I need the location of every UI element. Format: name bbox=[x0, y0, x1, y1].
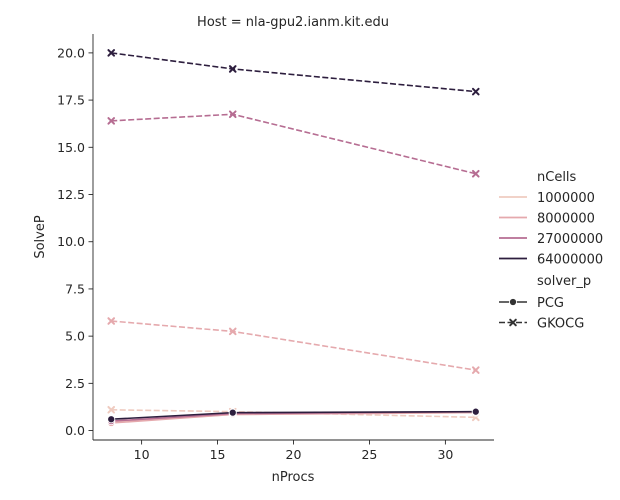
data-point bbox=[107, 117, 116, 125]
x-tick-label: 10 bbox=[134, 447, 150, 462]
series-layer bbox=[107, 49, 480, 428]
legend-style-marker bbox=[508, 297, 518, 307]
series-line bbox=[111, 113, 476, 175]
data-point bbox=[107, 405, 116, 414]
x-tick-label: 30 bbox=[437, 447, 453, 462]
legend-label: GKOCG bbox=[537, 317, 584, 332]
legend-label: 27000000 bbox=[537, 232, 603, 247]
series-pcg-64000000 bbox=[107, 407, 480, 424]
series-gkocg-64000000 bbox=[107, 49, 480, 96]
y-tick-label: 15.0 bbox=[57, 140, 85, 155]
legend-style-marker bbox=[509, 318, 517, 327]
legend-style-title: solver_p bbox=[537, 274, 591, 289]
legend-label: PCG bbox=[537, 296, 564, 311]
data-point bbox=[471, 87, 480, 96]
data-point bbox=[228, 408, 237, 417]
chart-title: Host = nla-gpu2.ianm.kit.edu bbox=[197, 15, 389, 30]
legend-style-entries: PCG GKOCG bbox=[499, 296, 584, 332]
y-axis-label: SolveP bbox=[33, 215, 48, 259]
series-line bbox=[111, 320, 476, 371]
legend: nCells 1000000 8000000 27000000 64000000 so… bbox=[499, 170, 603, 332]
legend-hue-entries: 1000000 8000000 27000000 64000000 bbox=[499, 191, 603, 268]
legend-label: 1000000 bbox=[537, 191, 595, 206]
legend-label: 64000000 bbox=[537, 253, 603, 268]
data-point bbox=[228, 65, 237, 73]
series-gkocg-8000000 bbox=[107, 317, 480, 374]
y-tick-label: 20.0 bbox=[57, 45, 85, 60]
x-ticks: 10 15 20 25 30 bbox=[134, 440, 453, 462]
data-point bbox=[471, 407, 480, 416]
series-line bbox=[111, 52, 476, 93]
y-tick-label: 0.0 bbox=[65, 423, 85, 438]
data-point bbox=[228, 110, 237, 119]
axes bbox=[92, 34, 494, 441]
data-point bbox=[107, 317, 116, 325]
y-tick-label: 5.0 bbox=[65, 329, 85, 344]
data-point bbox=[471, 169, 480, 178]
data-point bbox=[228, 327, 237, 336]
y-tick-label: 12.5 bbox=[57, 187, 85, 202]
series-gkocg-27000000 bbox=[107, 110, 480, 178]
y-ticks: 0.0 2.5 5.0 7.5 10.0 12.5 15.0 17.5 20.0 bbox=[57, 45, 93, 438]
y-tick-label: 17.5 bbox=[57, 93, 85, 108]
data-point bbox=[107, 415, 116, 424]
data-point bbox=[471, 366, 480, 374]
y-tick-label: 10.0 bbox=[57, 234, 85, 249]
x-tick-label: 25 bbox=[361, 447, 377, 462]
x-tick-label: 15 bbox=[210, 447, 226, 462]
y-tick-label: 2.5 bbox=[65, 376, 85, 391]
legend-label: 8000000 bbox=[537, 212, 595, 227]
x-tick-label: 20 bbox=[286, 447, 302, 462]
data-point bbox=[107, 49, 116, 57]
legend-hue-title: nCells bbox=[537, 170, 577, 185]
x-axis-label: nProcs bbox=[272, 470, 315, 485]
y-tick-label: 7.5 bbox=[65, 281, 85, 296]
